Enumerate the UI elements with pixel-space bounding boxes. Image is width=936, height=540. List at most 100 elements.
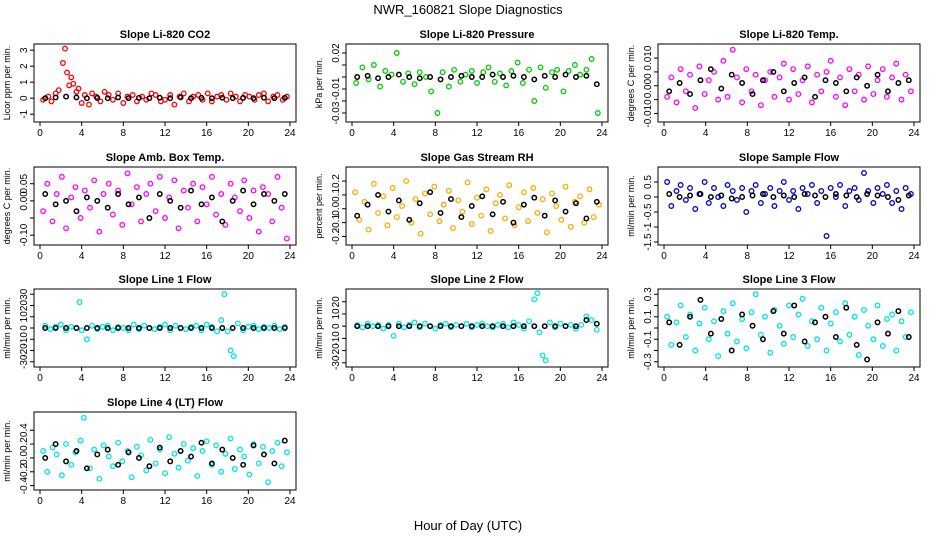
y-tick-label: 0.1 bbox=[331, 188, 342, 202]
data-point bbox=[511, 222, 518, 229]
data-point bbox=[89, 90, 96, 97]
series-individual bbox=[352, 178, 602, 237]
data-point bbox=[393, 214, 400, 221]
data-point bbox=[271, 322, 278, 329]
data-point bbox=[786, 302, 792, 309]
data-point bbox=[227, 435, 234, 442]
data-point bbox=[147, 436, 154, 443]
mean-point bbox=[198, 94, 205, 101]
y-tick-label: 0.4 bbox=[19, 423, 30, 437]
mean-point bbox=[177, 204, 184, 211]
data-point bbox=[889, 74, 896, 81]
data-point bbox=[870, 200, 877, 206]
data-point bbox=[250, 322, 257, 329]
x-tick-label: 4 bbox=[79, 128, 85, 139]
data-point bbox=[808, 182, 815, 188]
data-point bbox=[780, 60, 787, 67]
mean-point bbox=[364, 72, 371, 79]
mean-point bbox=[104, 325, 111, 331]
mean-point bbox=[375, 323, 381, 330]
x-tick-label: 24 bbox=[284, 496, 296, 507]
data-point bbox=[696, 320, 703, 327]
data-point bbox=[588, 317, 595, 324]
data-point bbox=[194, 218, 201, 225]
data-point bbox=[162, 470, 168, 477]
data-point bbox=[124, 170, 131, 177]
y-tick-label: 0.5 bbox=[643, 175, 654, 189]
mean-point bbox=[406, 74, 413, 80]
mean-point bbox=[406, 216, 413, 223]
mean-point bbox=[562, 208, 569, 215]
data-point bbox=[767, 185, 774, 191]
series-individual bbox=[353, 50, 601, 116]
data-point bbox=[364, 320, 371, 327]
data-point bbox=[771, 93, 778, 100]
data-point bbox=[496, 191, 503, 198]
data-point bbox=[171, 177, 178, 184]
mean-point bbox=[177, 448, 184, 454]
data-point bbox=[668, 74, 675, 81]
mean-point bbox=[240, 94, 247, 101]
mean-point bbox=[385, 208, 392, 215]
mean-point bbox=[562, 71, 569, 78]
data-point bbox=[89, 322, 96, 329]
data-point bbox=[411, 81, 418, 88]
y-tick-label: 2 bbox=[19, 63, 30, 69]
data-point bbox=[724, 93, 731, 100]
mean-point bbox=[261, 325, 267, 331]
data-point bbox=[771, 203, 778, 209]
mean-point bbox=[707, 330, 714, 337]
data-point bbox=[218, 92, 225, 98]
data-point bbox=[59, 60, 66, 66]
mean-point bbox=[271, 460, 278, 467]
mean-point bbox=[843, 192, 850, 199]
mean-point bbox=[385, 74, 392, 80]
mean-point bbox=[676, 80, 683, 86]
mean-point bbox=[489, 71, 496, 78]
mean-point bbox=[156, 94, 163, 101]
x-tick-label: 8 bbox=[745, 373, 751, 384]
data-point bbox=[434, 110, 441, 116]
data-point bbox=[104, 322, 111, 329]
data-point bbox=[109, 96, 116, 103]
data-point bbox=[464, 179, 471, 186]
data-point bbox=[842, 102, 849, 109]
data-point bbox=[68, 194, 75, 201]
data-point bbox=[879, 191, 886, 197]
data-point bbox=[380, 325, 387, 332]
y-tick-label: 10 bbox=[19, 311, 30, 323]
data-point bbox=[814, 71, 821, 78]
data-point bbox=[818, 304, 825, 311]
data-point bbox=[203, 201, 210, 208]
panel-4: Slope Amb. Box Temp. degrees C per min. 0 4… bbox=[2, 152, 297, 262]
data-point bbox=[799, 295, 806, 302]
data-point bbox=[47, 326, 54, 333]
y-tick-label: -10 bbox=[19, 332, 30, 347]
mean-point bbox=[42, 191, 49, 197]
data-point bbox=[125, 327, 132, 334]
mean-point bbox=[125, 325, 132, 331]
data-point bbox=[105, 92, 112, 98]
data-point bbox=[743, 66, 750, 73]
data-point bbox=[182, 326, 189, 333]
x-tick-label: 8 bbox=[433, 128, 439, 139]
x-tick-label: 8 bbox=[121, 373, 127, 384]
panel-title: Slope Li-820 CO2 bbox=[120, 29, 210, 41]
data-point bbox=[562, 183, 569, 190]
y-tick-label: 0.1 bbox=[643, 309, 654, 323]
data-point bbox=[167, 92, 174, 98]
mean-point bbox=[707, 66, 714, 73]
mean-point bbox=[500, 323, 506, 330]
data-point bbox=[57, 321, 64, 328]
data-point bbox=[105, 180, 112, 187]
data-point bbox=[352, 189, 359, 196]
data-point bbox=[705, 200, 712, 206]
mean-point bbox=[583, 72, 590, 79]
y-axis-label: ml/min per min. bbox=[2, 297, 12, 359]
mean-point bbox=[853, 74, 860, 81]
mean-point bbox=[510, 323, 517, 330]
data-point bbox=[851, 88, 858, 95]
data-point bbox=[776, 322, 783, 329]
mean-point bbox=[791, 302, 798, 309]
